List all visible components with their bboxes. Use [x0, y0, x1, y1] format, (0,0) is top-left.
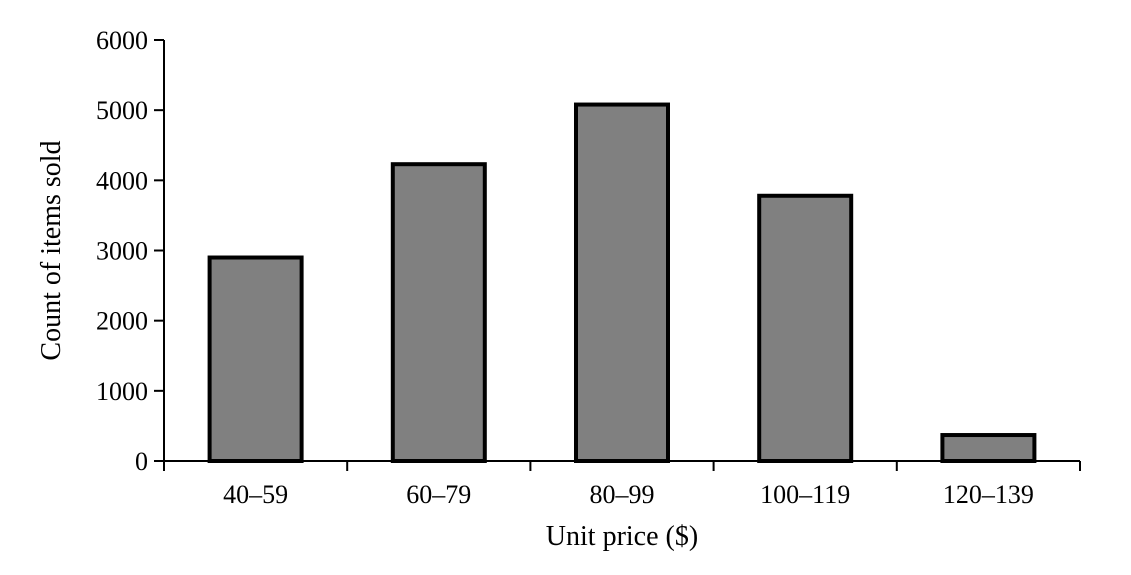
y-tick-label: 0 [135, 447, 148, 476]
bar-1 [207, 255, 304, 463]
x-axis-title: Unit price ($) [546, 521, 698, 552]
y-tick-label: 6000 [96, 26, 148, 55]
y-tick-label: 5000 [96, 96, 148, 125]
bar-4 [757, 193, 854, 464]
x-tick-label: 40–59 [223, 480, 288, 509]
bar-3 [574, 102, 670, 463]
y-tick-label: 3000 [96, 237, 148, 266]
bars [207, 102, 1037, 464]
bar-2 [390, 162, 487, 463]
y-tick-label: 4000 [96, 166, 148, 195]
y-axis-title: Count of items sold [36, 140, 67, 360]
x-tick-label: 80–99 [590, 480, 655, 509]
y-tick-label: 1000 [96, 377, 148, 406]
x-tick-label: 60–79 [406, 480, 471, 509]
x-axis-ticks: 40–59 60–79 80–99 100–119 120–139 [163, 461, 1081, 509]
bar-5 [940, 433, 1037, 463]
x-tick-label: 120–139 [943, 480, 1034, 509]
y-axis-ticks: 0 1000 2000 3000 4000 5000 6000 [96, 26, 164, 476]
y-tick-label: 2000 [96, 307, 148, 336]
x-tick-label: 100–119 [760, 480, 850, 509]
